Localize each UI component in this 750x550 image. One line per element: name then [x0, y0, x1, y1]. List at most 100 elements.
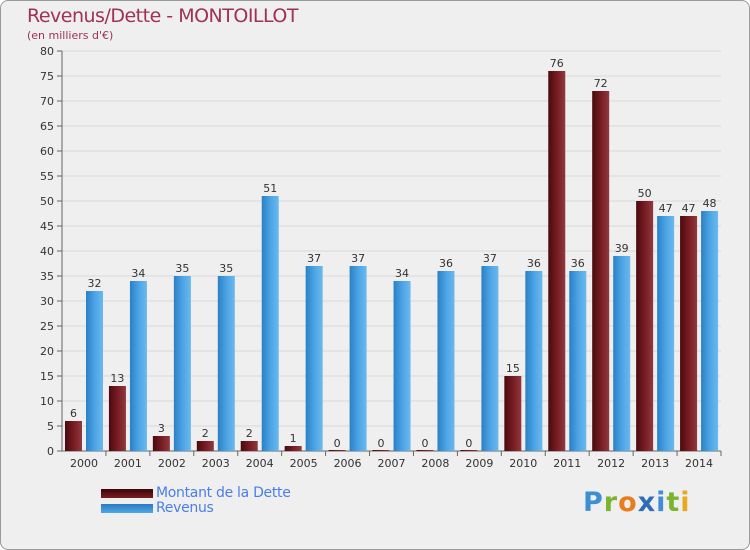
- x-tick-label: 2008: [421, 457, 449, 470]
- data-label-dette: 15: [506, 362, 520, 375]
- x-tick-label: 2013: [641, 457, 669, 470]
- data-label-dette: 76: [550, 57, 564, 70]
- x-tick-label: 2005: [290, 457, 318, 470]
- y-tick-label: 45: [40, 220, 54, 233]
- legend-label-revenus: Revenus: [156, 500, 214, 516]
- data-label-revenus: 48: [703, 197, 717, 210]
- data-label-dette: 2: [202, 427, 209, 440]
- legend-label-dette: Montant de la Dette: [156, 485, 291, 501]
- data-label-dette: 6: [70, 407, 77, 420]
- bar-revenus: [657, 216, 675, 451]
- data-label-dette: 3: [158, 422, 165, 435]
- x-tick-label: 2000: [70, 457, 98, 470]
- bar-dette: [460, 450, 478, 451]
- data-label-revenus: 36: [571, 257, 585, 270]
- data-label-revenus: 36: [439, 257, 453, 270]
- x-tick-label: 2010: [509, 457, 537, 470]
- y-tick-label: 80: [40, 45, 54, 58]
- bar-dette: [328, 450, 346, 451]
- y-tick-label: 0: [47, 445, 54, 458]
- y-tick-label: 40: [40, 245, 54, 258]
- bar-revenus: [437, 271, 455, 451]
- y-tick-label: 70: [40, 95, 54, 108]
- y-tick-label: 50: [40, 195, 54, 208]
- bar-dette: [504, 376, 522, 451]
- x-tick-label: 2004: [246, 457, 274, 470]
- bar-dette: [636, 201, 654, 451]
- logo-letter: i: [680, 487, 691, 518]
- proxiti-logo: Proxiti: [583, 487, 691, 518]
- data-label-dette: 0: [421, 437, 428, 450]
- bar-dette: [65, 421, 82, 451]
- x-tick-label: 2011: [553, 457, 581, 470]
- y-tick-label: 25: [40, 320, 54, 333]
- bar-revenus: [613, 256, 631, 451]
- bar-revenus: [86, 291, 103, 451]
- chart-subtitle: (en milliers d'€): [27, 29, 114, 42]
- x-tick-label: 2003: [202, 457, 230, 470]
- chart-title: Revenus/Dette - MONTOILLOT: [27, 5, 298, 27]
- bar-revenus: [173, 276, 191, 451]
- bar-revenus: [393, 281, 411, 451]
- logo-letter: P: [583, 487, 604, 518]
- bar-dette: [372, 450, 390, 451]
- bar-dette: [196, 441, 214, 451]
- y-tick-label: 20: [40, 345, 54, 358]
- data-label-revenus: 32: [88, 277, 102, 290]
- bar-dette: [416, 450, 434, 451]
- x-tick-label: 2009: [465, 457, 493, 470]
- legend-swatch-dette: [101, 489, 153, 498]
- bar-dette: [108, 386, 126, 451]
- bar-revenus: [305, 266, 323, 451]
- legend-swatch-revenus: [101, 504, 153, 513]
- bar-dette: [284, 446, 302, 451]
- bar-revenus: [701, 211, 719, 451]
- bar-dette: [592, 91, 610, 451]
- x-tick-label: 2006: [334, 457, 362, 470]
- x-tick-label: 2007: [378, 457, 406, 470]
- data-label-revenus: 35: [175, 262, 189, 275]
- data-label-revenus: 37: [307, 252, 321, 265]
- bar-dette: [680, 216, 698, 451]
- y-tick-label: 75: [40, 70, 54, 83]
- y-tick-label: 60: [40, 145, 54, 158]
- logo-letter: x: [637, 487, 657, 518]
- data-label-revenus: 37: [351, 252, 365, 265]
- data-label-revenus: 47: [659, 202, 673, 215]
- bar-revenus: [129, 281, 147, 451]
- bar-revenus: [217, 276, 235, 451]
- data-label-revenus: 34: [395, 267, 409, 280]
- data-label-dette: 2: [246, 427, 253, 440]
- bar-revenus: [481, 266, 499, 451]
- data-label-dette: 0: [465, 437, 472, 450]
- y-tick-label: 15: [40, 370, 54, 383]
- data-label-revenus: 37: [483, 252, 497, 265]
- data-label-dette: 47: [682, 202, 696, 215]
- y-tick-label: 30: [40, 295, 54, 308]
- bar-revenus: [569, 271, 587, 451]
- data-label-dette: 50: [638, 187, 652, 200]
- logo-letter: o: [618, 487, 638, 518]
- logo-letter: r: [603, 487, 619, 518]
- logo-letter: t: [666, 487, 681, 518]
- y-tick-label: 10: [40, 395, 54, 408]
- y-tick-label: 65: [40, 120, 54, 133]
- data-label-dette: 72: [594, 77, 608, 90]
- x-tick-label: 2002: [158, 457, 186, 470]
- data-label-dette: 0: [378, 437, 385, 450]
- bar-dette: [152, 436, 170, 451]
- bar-revenus: [525, 271, 543, 451]
- data-label-revenus: 35: [219, 262, 233, 275]
- data-label-revenus: 36: [527, 257, 541, 270]
- data-label-revenus: 34: [131, 267, 145, 280]
- bar-dette: [548, 71, 566, 451]
- y-tick-label: 35: [40, 270, 54, 283]
- data-label-revenus: 51: [263, 182, 277, 195]
- data-label-dette: 0: [334, 437, 341, 450]
- y-tick-label: 5: [47, 420, 54, 433]
- bar-revenus: [261, 196, 279, 451]
- y-tick-label: 55: [40, 170, 54, 183]
- bar-revenus: [349, 266, 367, 451]
